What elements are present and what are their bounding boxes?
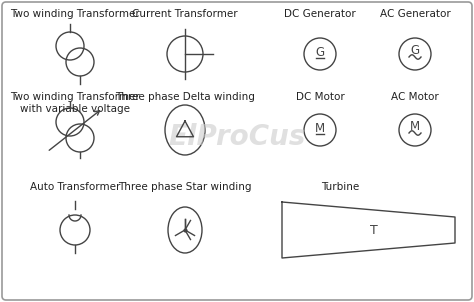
Text: Turbine: Turbine [321,182,359,192]
Text: M: M [410,120,420,133]
Text: DC Generator: DC Generator [284,9,356,19]
Text: AC Motor: AC Motor [391,92,439,102]
Text: G: G [410,43,419,56]
Text: T: T [370,223,377,236]
Text: Auto Transformer: Auto Transformer [30,182,120,192]
Text: AC Generator: AC Generator [380,9,450,19]
Text: M: M [315,121,325,134]
Text: ElProCus: ElProCus [168,123,306,151]
Text: G: G [315,46,325,59]
Text: DC Motor: DC Motor [296,92,345,102]
Text: Two winding Transformer: Two winding Transformer [10,9,140,19]
Text: Current Transformer: Current Transformer [132,9,238,19]
FancyBboxPatch shape [2,2,472,300]
Text: Three phase Star winding: Three phase Star winding [118,182,252,192]
Text: Two winding Transformer
with variable voltage: Two winding Transformer with variable vo… [10,92,140,114]
Text: Three phase Delta winding: Three phase Delta winding [115,92,255,102]
